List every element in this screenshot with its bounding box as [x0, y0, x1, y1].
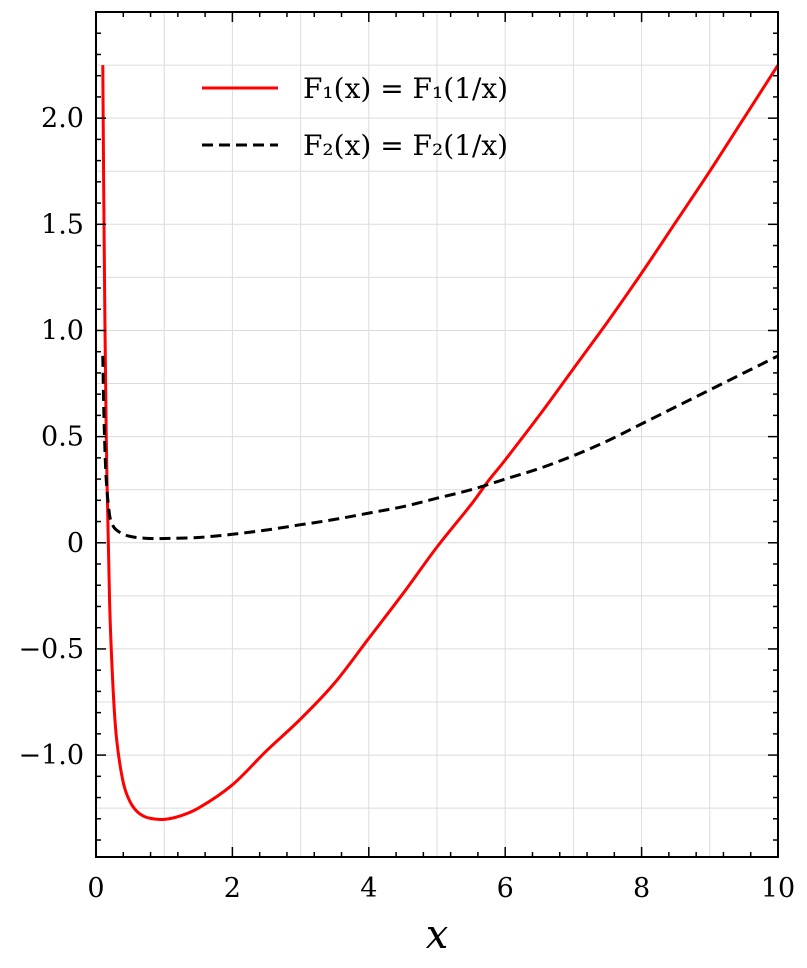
x-tick-label: 10: [761, 873, 795, 904]
series-line-1: [101, 64, 780, 822]
y-tick-label: 2.0: [41, 103, 84, 134]
x-tick-label: 6: [497, 873, 514, 904]
y-tick-label: −0.5: [18, 634, 84, 665]
y-tick-label: 1.5: [41, 209, 84, 240]
plot-frame: [95, 11, 779, 858]
y-tick-label: −1.0: [18, 740, 84, 771]
series-line-2: [101, 354, 779, 541]
y-tick-label: 0: [67, 528, 84, 559]
legend: F₁(x) = F₁(1/x) F₂(x) = F₂(1/x): [202, 72, 508, 162]
legend-label-2: F₂(x) = F₂(1/x): [303, 129, 508, 162]
x-tick-label: 8: [633, 873, 650, 904]
x-axis-label: x: [426, 912, 449, 958]
y-tick-label: 1.0: [41, 315, 84, 346]
x-tick-label: 4: [360, 873, 377, 904]
x-tick-label: 2: [224, 873, 241, 904]
legend-label-1: F₁(x) = F₁(1/x): [303, 72, 508, 105]
x-tick-label: 0: [87, 873, 104, 904]
y-tick-label: 0.5: [41, 422, 84, 453]
tick-labels: 0 2 4 6 8 10 −1.0 −0.5 0 0.5 1.0 1.5 2.0: [18, 103, 795, 904]
ticks: [95, 12, 779, 857]
series-layer: [101, 64, 780, 822]
